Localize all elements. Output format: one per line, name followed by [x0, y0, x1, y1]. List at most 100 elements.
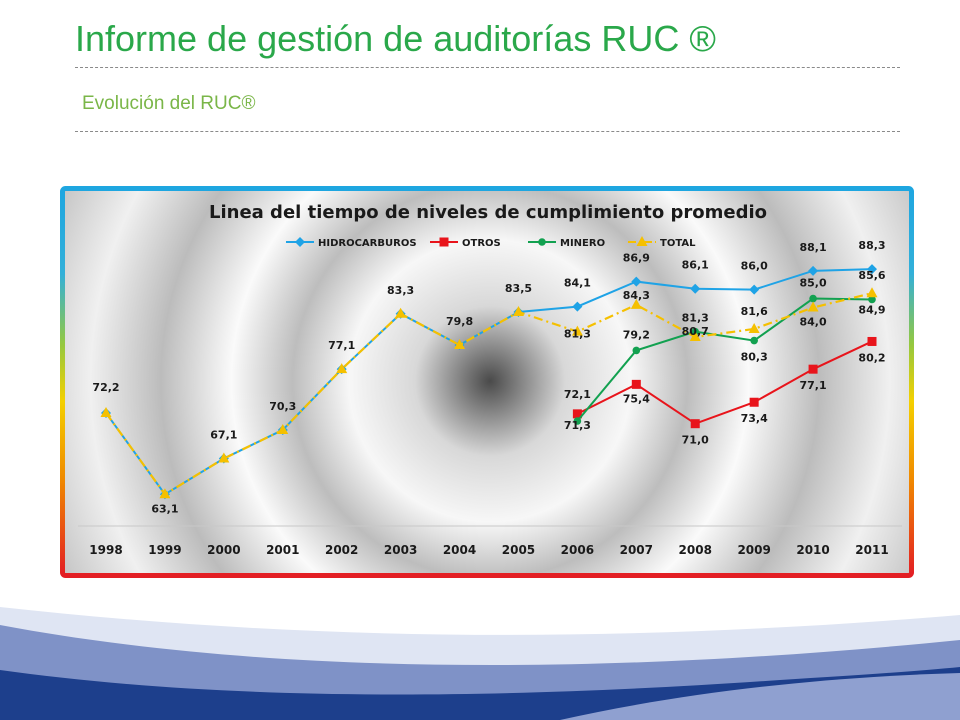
data-point — [867, 264, 877, 275]
series-line — [576, 340, 873, 425]
series-line — [105, 292, 873, 496]
data-point — [748, 322, 760, 333]
data-point — [439, 237, 449, 247]
data-point — [100, 406, 112, 417]
data-label: 75,4 — [623, 392, 650, 405]
data-point — [807, 301, 819, 312]
data-label: 81,3 — [682, 312, 709, 325]
x-tick-label: 2005 — [502, 543, 535, 557]
legend-label: TOTAL — [660, 238, 696, 249]
data-label: 77,1 — [328, 339, 355, 352]
data-label: 84,9 — [858, 303, 885, 316]
data-label: 71,3 — [564, 419, 591, 432]
data-point — [868, 295, 876, 304]
legend-label: OTROS — [462, 238, 501, 249]
data-label: 63,1 — [151, 502, 178, 515]
data-point — [336, 363, 348, 374]
data-point — [690, 283, 701, 294]
data-point — [690, 419, 700, 429]
data-label: 83,5 — [505, 282, 532, 295]
data-point — [749, 284, 760, 295]
data-label: 83,3 — [387, 284, 414, 297]
data-point — [866, 287, 878, 298]
data-label: 67,1 — [210, 429, 237, 442]
data-label: 86,1 — [682, 259, 709, 272]
data-point — [867, 336, 877, 346]
x-tick-label: 1998 — [89, 543, 122, 557]
bottom-wave-decoration — [0, 607, 960, 720]
data-point — [571, 325, 583, 336]
data-point — [636, 236, 648, 246]
legend-label: MINERO — [560, 238, 605, 249]
x-tick-label: 2001 — [266, 543, 299, 557]
data-label: 80,7 — [682, 325, 709, 338]
chart-background — [60, 186, 914, 578]
data-point — [218, 452, 230, 463]
data-point — [808, 364, 818, 374]
x-tick-label: 2004 — [443, 543, 476, 557]
data-labels-layer: 72,2 63,1 67,1 70,3 77,1 83,3 79,8 83,5 84,1 86,9… — [92, 239, 885, 515]
data-point — [573, 417, 582, 425]
data-label: 79,8 — [446, 315, 473, 328]
x-tick-label: 2009 — [737, 543, 770, 557]
data-label: 72,1 — [564, 388, 591, 401]
data-point — [295, 237, 305, 247]
series-layer — [100, 264, 878, 500]
data-point — [632, 346, 641, 355]
line-chart: Linea del tiempo de niveles de cumplimie… — [60, 186, 914, 578]
x-tick-label: 1999 — [148, 543, 181, 557]
data-label: 73,4 — [741, 412, 768, 425]
data-label: 80,2 — [858, 351, 885, 364]
data-point — [454, 339, 466, 350]
data-point — [512, 305, 524, 316]
data-label: 85,6 — [858, 269, 885, 282]
data-label: 81,6 — [741, 305, 768, 318]
data-label: 88,1 — [800, 241, 827, 254]
data-point — [572, 301, 583, 312]
legend-label: HIDROCARBUROS — [318, 238, 417, 249]
x-tick-label: 2007 — [620, 543, 653, 557]
data-point — [159, 488, 171, 499]
data-point — [631, 379, 641, 389]
data-label: 88,3 — [858, 239, 885, 252]
data-point — [809, 294, 817, 303]
title-divider — [75, 67, 900, 68]
data-point — [572, 409, 582, 419]
x-tick-label: 2006 — [561, 543, 594, 557]
x-axis-ticks: 1998 1999 2000 2001 2002 2003 2004 2005 2006 2007… — [89, 543, 888, 557]
subtitle-divider — [75, 131, 900, 132]
data-point — [631, 276, 642, 287]
data-label: 84,0 — [800, 316, 827, 329]
data-label: 77,1 — [800, 379, 827, 392]
data-point — [689, 330, 701, 341]
x-tick-label: 2008 — [679, 543, 712, 557]
data-point — [395, 307, 407, 318]
series-line — [576, 297, 873, 422]
slide-title: Informe de gestión de auditorías RUC ® — [75, 18, 716, 59]
data-label: 70,3 — [269, 400, 296, 413]
chart-title: Linea del tiempo de niveles de cumplimie… — [209, 202, 767, 223]
data-point — [277, 423, 289, 434]
slide-subtitle: Evolución del RUC® — [82, 93, 256, 114]
data-label: 72,2 — [92, 381, 119, 394]
x-tick-label: 2010 — [796, 543, 829, 557]
data-label: 79,2 — [623, 328, 650, 341]
data-point — [538, 238, 546, 246]
chart-legend: HIDROCARBUROS OTROS MINERO TOTAL — [286, 236, 696, 249]
x-tick-label: 2002 — [325, 543, 358, 557]
data-label: 85,0 — [800, 277, 827, 290]
data-point — [630, 298, 642, 309]
x-tick-label: 2011 — [855, 543, 888, 557]
data-label: 84,1 — [564, 277, 591, 290]
data-point — [750, 336, 758, 345]
data-label: 71,0 — [682, 434, 709, 447]
data-point — [749, 397, 759, 407]
data-label: 84,3 — [623, 289, 650, 302]
data-label: 80,3 — [741, 351, 768, 364]
x-tick-label: 2003 — [384, 543, 417, 557]
data-label: 86,0 — [741, 260, 768, 273]
data-label: 86,9 — [623, 252, 650, 265]
data-label: 81,3 — [564, 328, 591, 341]
data-point — [808, 265, 819, 276]
x-tick-label: 2000 — [207, 543, 240, 557]
